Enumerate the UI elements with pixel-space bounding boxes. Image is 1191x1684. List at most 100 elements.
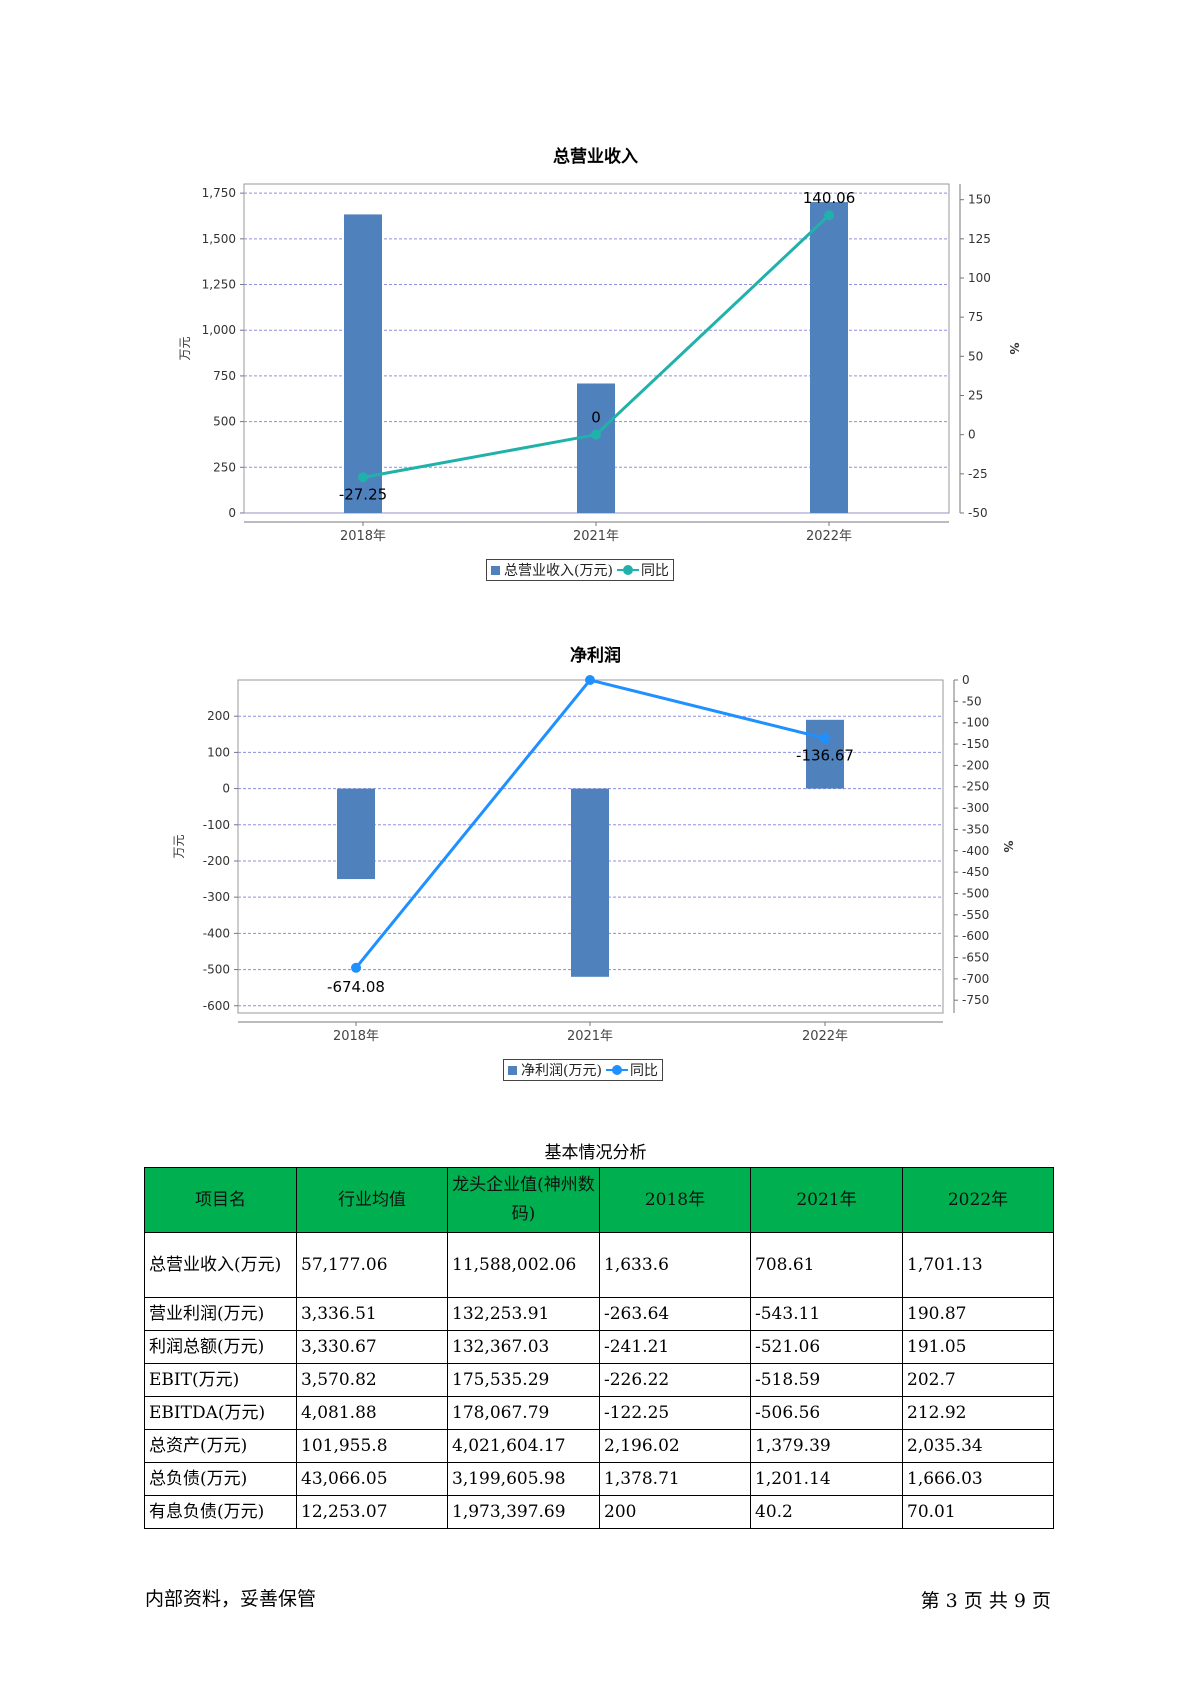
y-tick-label: -300 [203,890,230,904]
revenue-chart-legend: 总营业收入(万元) 同比 [486,559,674,581]
value-cell: 3,330.67 [296,1330,448,1364]
bar [344,214,382,513]
value-cell: 2,196.02 [599,1429,751,1463]
value-cell: 132,253.91 [447,1297,600,1331]
y2-tick-label: -700 [962,972,989,986]
y2-tick-label: 0 [962,673,970,687]
value-cell: 1,701.13 [902,1232,1054,1298]
bar [810,202,848,514]
value-cell: -521.06 [750,1330,903,1364]
y-tick-label: -100 [203,818,230,832]
y-axis-label: 万元 [178,336,192,360]
line-point [351,962,361,973]
y-tick-label: 1,250 [202,278,236,292]
x-tick-label: 2022年 [802,1029,848,1044]
row-label-cell: 有息负债(万元) [144,1495,297,1529]
line-point [824,210,834,221]
chart-title-net-profit: 净利润 [570,646,621,666]
row-label-cell: 总营业收入(万元) [144,1232,297,1298]
y2-tick-label: 75 [968,310,983,324]
y2-tick-label: 125 [968,232,991,246]
row-label-cell: EBIT(万元) [144,1363,297,1397]
table-row: 营业利润(万元) 3,336.51 132,253.91 -263.64 -543.11… [144,1297,1054,1331]
data-label: 0 [591,409,601,427]
line-point [358,472,368,483]
net-profit-chart-legend: 净利润(万元) 同比 [503,1059,663,1081]
value-cell: 3,199,605.98 [447,1462,600,1496]
y2-tick-label: 50 [968,349,983,363]
value-cell: 4,021,604.17 [447,1429,600,1463]
legend-bar-swatch [491,565,500,575]
value-cell: 200 [599,1495,751,1529]
y-tick-label: 100 [207,745,230,759]
y2-tick-label: -550 [962,908,989,922]
y2-axis-label: % [1007,342,1021,354]
y2-tick-label: -50 [968,506,988,520]
row-label-cell: 利润总额(万元) [144,1330,297,1364]
value-cell: -226.22 [599,1363,751,1397]
y2-axis-label: % [1001,840,1015,852]
y2-tick-label: 0 [968,428,976,442]
header-cell: 2018年 [599,1167,751,1233]
basic-analysis-table: 项目名 行业均值 龙头企业值(神州数码) 2018年 2021年 2022年 总… [144,1167,1054,1529]
x-tick-label: 2018年 [340,529,386,544]
y-tick-label: -200 [203,854,230,868]
y2-tick-label: 100 [968,271,991,285]
header-cell: 2021年 [750,1167,903,1233]
legend-line-label: 同比 [629,1063,658,1079]
y2-tick-label: -400 [962,844,989,858]
legend-line-swatch [605,1065,628,1075]
header-cell: 项目名 [144,1167,297,1233]
y2-tick-label: -650 [962,951,989,965]
bar [571,788,609,977]
value-cell: 1,379.39 [750,1429,903,1463]
value-cell: 175,535.29 [447,1363,600,1397]
bar [806,719,844,789]
value-cell: -518.59 [750,1363,903,1397]
x-tick-label: 2021年 [567,1029,613,1044]
y-tick-label: 1,500 [202,232,236,246]
y2-tick-label: -750 [962,993,989,1007]
footer-confidential: 内部资料，妥善保管 [145,1588,317,1610]
data-label: -136.67 [796,746,854,764]
header-cell: 龙头企业值(神州数码) [447,1167,600,1233]
table-row: 总资产(万元) 101,955.8 4,021,604.17 2,196.02 1,37… [144,1429,1054,1463]
value-cell: 1,973,397.69 [447,1495,600,1529]
bar [577,383,615,513]
y-axis-label: 万元 [172,834,186,858]
legend-bar-label: 净利润(万元) [521,1063,602,1079]
value-cell: 1,633.6 [599,1232,751,1298]
footer-page-number: 第 3 页 共 9 页 [920,1590,1051,1612]
data-label: -674.08 [327,978,385,996]
y2-tick-label: -500 [962,886,989,900]
y-tick-label: 0 [222,782,230,796]
table-row: 总营业收入(万元) 57,177.06 11,588,002.06 1,633.6 70… [144,1232,1054,1298]
y2-tick-label: -50 [962,694,982,708]
value-cell: 3,570.82 [296,1363,448,1397]
value-cell: 1,201.14 [750,1462,903,1496]
y-tick-label: -500 [203,963,230,977]
table-row: 有息负债(万元) 12,253.07 1,973,397.69 200 40.2 70.0… [144,1495,1054,1529]
row-label-cell: 总负债(万元) [144,1462,297,1496]
header-cell: 行业均值 [296,1167,448,1233]
y-tick-label: 1,000 [202,323,236,337]
value-cell: 190.87 [902,1297,1054,1331]
header-cell: 2022年 [902,1167,1054,1233]
value-cell: 11,588,002.06 [447,1232,600,1298]
y2-tick-label: 25 [968,389,983,403]
value-cell: 43,066.05 [296,1462,448,1496]
value-cell: 57,177.06 [296,1232,448,1298]
value-cell: 1,378.71 [599,1462,751,1496]
row-label-cell: 总资产(万元) [144,1429,297,1463]
x-tick-label: 2022年 [806,529,852,544]
value-cell: -263.64 [599,1297,751,1331]
value-cell: 178,067.79 [447,1396,600,1430]
value-cell: -506.56 [750,1396,903,1430]
value-cell: 2,035.34 [902,1429,1054,1463]
value-cell: 12,253.07 [296,1495,448,1529]
table-header-row: 项目名 行业均值 龙头企业值(神州数码) 2018年 2021年 2022年 [144,1167,1054,1233]
data-label: -27.25 [339,485,387,503]
y2-tick-label: -200 [962,758,989,772]
value-cell: 101,955.8 [296,1429,448,1463]
net-profit-chart: -600 -500 -400 -300 -200 -100 0 100 200 万元 0 -50 -10… [172,673,1015,1044]
